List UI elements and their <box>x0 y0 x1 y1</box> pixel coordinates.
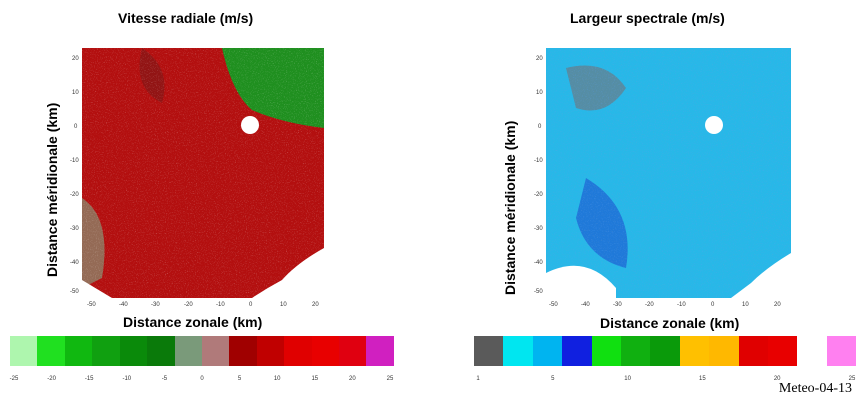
colorbar-swatch <box>562 336 592 366</box>
y-tick: -20 <box>534 192 543 198</box>
y-tick: -10 <box>534 158 543 164</box>
colorbar-swatch <box>92 336 120 366</box>
x-tick: 20 <box>774 302 781 308</box>
x-tick: -30 <box>151 302 160 308</box>
x-tick: -50 <box>549 302 558 308</box>
x-tick: -10 <box>216 302 225 308</box>
colorbar-swatch <box>10 336 38 366</box>
x-tick: 0 <box>711 302 715 308</box>
colorbar-swatch <box>339 336 367 366</box>
colorbar-swatch <box>767 336 798 366</box>
figure-reference: Meteo-04-13 <box>778 381 852 396</box>
y-tick: 10 <box>72 90 79 96</box>
colorbar-tick: 5 <box>237 376 242 382</box>
y-tick: 0 <box>74 124 78 130</box>
colorbar-tick: 15 <box>311 376 319 382</box>
colorbar-swatch <box>37 336 65 366</box>
x-tick: -40 <box>581 302 590 308</box>
colorbar-tick: 25 <box>848 376 856 382</box>
x-tick: 20 <box>312 302 319 308</box>
colorbar-swatch <box>119 336 148 366</box>
right-x-axis-label: Distance zonale (km) <box>600 315 740 331</box>
colorbar-tick: 10 <box>273 376 281 382</box>
colorbar-swatch <box>620 336 651 366</box>
left-x-axis-label: Distance zonale (km) <box>123 314 263 330</box>
y-tick: 20 <box>72 56 79 62</box>
right-chart-title: Largeur spectrale (m/s) <box>570 10 725 26</box>
colorbar-swatch <box>797 336 827 366</box>
y-tick: -30 <box>534 226 543 232</box>
y-tick: 0 <box>538 124 542 130</box>
left-chart-title: Vitesse radiale (m/s) <box>118 10 254 26</box>
left-y-axis-label: Distance méridionale (km) <box>44 102 60 277</box>
colorbar-tick: 1 <box>476 376 480 382</box>
y-tick: 20 <box>536 56 543 62</box>
velocity-colorbar <box>10 336 394 366</box>
y-tick: -10 <box>70 158 79 164</box>
x-tick: 0 <box>249 302 253 308</box>
colorbar-tick: 20 <box>773 376 781 382</box>
y-tick: -50 <box>534 289 543 295</box>
colorbar-tick: -5 <box>161 376 168 382</box>
y-tick: 10 <box>536 90 543 96</box>
y-tick: -30 <box>70 226 79 232</box>
colorbar-tick: 15 <box>699 376 706 382</box>
colorbar-swatch <box>591 336 621 366</box>
colorbar-tick: 0 <box>200 376 204 382</box>
radial-velocity-map <box>82 48 324 298</box>
colorbar-swatch <box>311 336 340 366</box>
colorbar-swatch <box>679 336 710 366</box>
colorbar-swatch <box>709 336 739 366</box>
x-tick: -50 <box>87 302 96 308</box>
colorbar-tick: 20 <box>349 376 356 382</box>
spectral-width-map <box>546 48 791 298</box>
y-tick: -20 <box>70 192 79 198</box>
x-tick: -20 <box>645 302 654 308</box>
velocity-white-empty-area <box>252 248 324 298</box>
colorbar-swatch <box>284 336 312 366</box>
x-tick: 10 <box>280 302 287 308</box>
right-y-axis-label: Distance méridionale (km) <box>502 120 518 295</box>
spectral-white-empty-area <box>731 253 791 298</box>
x-tick: -40 <box>119 302 128 308</box>
x-tick: -10 <box>677 302 686 308</box>
y-tick: -40 <box>70 260 79 266</box>
y-tick: -40 <box>534 260 543 266</box>
colorbar-swatch <box>366 336 394 366</box>
colorbar-swatch <box>64 336 93 366</box>
colorbar-tick: 10 <box>624 376 631 382</box>
x-tick: 10 <box>742 302 749 308</box>
colorbar-tick: -10 <box>122 376 132 382</box>
colorbar-swatch <box>532 336 563 366</box>
colorbar-swatch <box>474 336 504 366</box>
spectral-width-colorbar <box>474 336 857 366</box>
colorbar-swatch <box>201 336 230 366</box>
colorbar-swatch <box>650 336 680 366</box>
colorbar-swatch <box>826 336 857 366</box>
colorbar-swatch <box>147 336 175 366</box>
x-tick: -30 <box>613 302 622 308</box>
colorbar-tick: 25 <box>386 376 394 382</box>
x-tick: -20 <box>184 302 193 308</box>
radar-site-marker <box>705 116 723 134</box>
colorbar-tick: -15 <box>84 376 94 382</box>
colorbar-swatch <box>174 336 202 366</box>
colorbar-swatch <box>738 336 768 366</box>
y-tick: -50 <box>70 289 79 295</box>
colorbar-swatch <box>503 336 533 366</box>
colorbar-swatch <box>256 336 285 366</box>
radar-site-marker <box>241 116 259 134</box>
colorbar-tick: -20 <box>47 376 56 382</box>
colorbar-tick: 5 <box>551 376 555 382</box>
colorbar-tick: -25 <box>9 376 19 382</box>
colorbar-swatch <box>229 336 257 366</box>
